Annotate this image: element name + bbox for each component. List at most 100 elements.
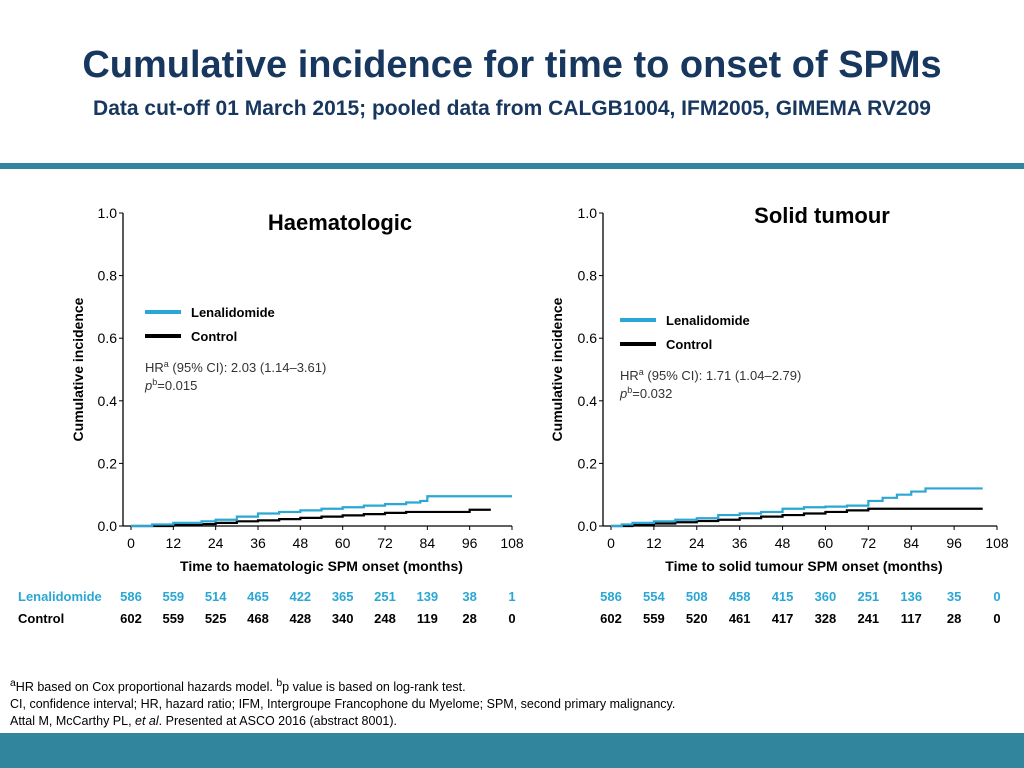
- chart2-risk-control-value: 417: [772, 611, 794, 626]
- chart1-x-tick-label: 108: [500, 535, 524, 551]
- chart2-x-tick-label: 36: [732, 535, 748, 551]
- chart1-risk-lenalidomide-value: 251: [374, 589, 396, 604]
- risk-row-label-control: Control: [18, 611, 64, 626]
- chart1-series-2-line: [131, 508, 491, 528]
- chart1-x-tick-label: 24: [208, 535, 224, 551]
- chart2-y-tick-label: 0.4: [578, 393, 598, 409]
- chart2-x-tick-label: 24: [689, 535, 705, 551]
- chart2-risk-lenalidomide-value: 136: [900, 589, 922, 604]
- chart1-x-tick-label: 36: [250, 535, 266, 551]
- chart1-y-axis-label: Cumulative incidence: [70, 297, 86, 441]
- chart2-x-tick-label: 84: [903, 535, 919, 551]
- chart1-risk-control-value: 248: [374, 611, 396, 626]
- chart2-x-tick-label: 12: [646, 535, 662, 551]
- footnote-sup-b: b: [276, 678, 283, 689]
- chart2-risk-control-value: 328: [815, 611, 837, 626]
- chart2-risk-lenalidomide-value: 508: [686, 589, 708, 604]
- chart1-risk-control-value: 119: [417, 611, 438, 626]
- chart2-risk-lenalidomide-value: 360: [815, 589, 837, 604]
- chart2-legend-label-1: Lenalidomide: [666, 313, 750, 328]
- footnote-abbreviations: CI, confidence interval; HR, hazard rati…: [10, 697, 676, 712]
- page-subtitle: Data cut-off 01 March 2015; pooled data …: [93, 97, 931, 120]
- chart2-x-tick-label: 96: [946, 535, 962, 551]
- chart2-legend-label-2: Control: [666, 337, 712, 352]
- chart2-y-tick-label: 1.0: [578, 205, 598, 221]
- chart1-y-tick-label: 0.8: [98, 268, 118, 284]
- chart1-risk-lenalidomide-value: 586: [120, 589, 142, 604]
- chart2-x-axis-label: Time to solid tumour SPM onset (months): [665, 558, 942, 574]
- footnote-hr-text: HR based on Cox proportional hazards mod…: [15, 680, 277, 695]
- chart2-risk-control-value: 28: [947, 611, 961, 626]
- chart2-x-tick-label: 60: [818, 535, 834, 551]
- chart2-risk-lenalidomide-value: 554: [643, 589, 665, 604]
- chart2-y-tick-label: 0.8: [578, 268, 598, 284]
- chart1-x-tick-label: 84: [420, 535, 436, 551]
- chart2-y-tick-label: 0.6: [578, 330, 598, 346]
- chart2-risk-lenalidomide-value: 458: [729, 589, 751, 604]
- chart2-risk-lenalidomide-value: 35: [947, 589, 961, 604]
- chart2-y-tick-label: 0.0: [578, 518, 598, 534]
- chart2-annotation-hr: HRa (95% CI): 1.71 (1.04–2.79): [620, 367, 801, 383]
- chart1-x-tick-label: 48: [293, 535, 309, 551]
- chart2-annotation-p: pb=0.032: [619, 385, 672, 401]
- chart1-y-tick-label: 1.0: [98, 205, 118, 221]
- chart1-risk-control-value: 428: [289, 611, 311, 626]
- chart2-risk-lenalidomide-value: 586: [600, 589, 622, 604]
- chart2-risk-lenalidomide-value: 415: [772, 589, 794, 604]
- chart1-risk-lenalidomide-value: 465: [247, 589, 269, 604]
- chart1-x-tick-label: 12: [166, 535, 182, 551]
- chart2-risk-lenalidomide-value: 0: [993, 589, 1000, 604]
- citation-et-al: et al: [135, 714, 159, 729]
- chart2-risk-control-value: 0: [993, 611, 1000, 626]
- chart2-x-tick-label: 48: [775, 535, 791, 551]
- chart1-y-tick-label: 0.6: [98, 330, 118, 346]
- chart2-risk-control-value: 117: [901, 611, 922, 626]
- chart1-risk-lenalidomide-value: 1: [508, 589, 515, 604]
- chart1-risk-control-value: 468: [247, 611, 269, 626]
- chart1-risk-lenalidomide-value: 514: [205, 589, 227, 604]
- chart2-risk-control-value: 241: [857, 611, 879, 626]
- footnotes: aHR based on Cox proportional hazards mo…: [10, 675, 1010, 730]
- chart2-y-tick-label: 0.2: [578, 455, 598, 471]
- chart1-legend-label-1: Lenalidomide: [191, 305, 275, 320]
- chart1-y-tick-label: 0.2: [98, 455, 118, 471]
- chart1-risk-control-value: 602: [120, 611, 142, 626]
- chart1-risk-lenalidomide-value: 38: [462, 589, 476, 604]
- chart2-x-tick-label: 0: [607, 535, 615, 551]
- chart1-risk-lenalidomide-value: 365: [332, 589, 354, 604]
- risk-row-label-lenalidomide: Lenalidomide: [18, 589, 102, 604]
- chart1-risk-control-value: 340: [332, 611, 354, 626]
- footnote-hr: aHR based on Cox proportional hazards mo…: [10, 675, 1010, 696]
- chart1-risk-control-value: 28: [462, 611, 476, 626]
- chart1-risk-lenalidomide-value: 559: [162, 589, 184, 604]
- chart1-x-axis-label: Time to haematologic SPM onset (months): [180, 558, 463, 574]
- chart2-risk-control-value: 559: [643, 611, 665, 626]
- page-title: Cumulative incidence for time to onset o…: [82, 44, 942, 86]
- header-divider: [0, 163, 1024, 169]
- chart1-x-tick-label: 72: [377, 535, 393, 551]
- citation-rest: . Presented at ASCO 2016 (abstract 8001)…: [158, 714, 398, 729]
- chart2-x-tick-label: 72: [861, 535, 877, 551]
- chart2-series-2-line: [611, 507, 983, 528]
- chart1-x-tick-label: 60: [335, 535, 351, 551]
- chart1-x-tick-label: 0: [127, 535, 135, 551]
- citation-authors: Attal M, McCarthy PL,: [10, 714, 136, 729]
- chart2-y-axis-label: Cumulative incidence: [549, 297, 565, 441]
- chart1-x-tick-label: 96: [462, 535, 478, 551]
- chart2-risk-control-value: 520: [686, 611, 708, 626]
- chart1-annotation-hr: HRa (95% CI): 2.03 (1.14–3.61): [145, 359, 326, 375]
- chart1-risk-control-value: 0: [508, 611, 515, 626]
- chart1-y-tick-label: 0.0: [98, 518, 118, 534]
- chart1-title: Haematologic: [268, 210, 412, 235]
- chart1-legend-label-2: Control: [191, 329, 237, 344]
- chart1-risk-lenalidomide-value: 139: [416, 589, 438, 604]
- chart2-series-1-line: [611, 487, 983, 528]
- chart1-annotation-p: pb=0.015: [144, 377, 197, 393]
- chart1-risk-lenalidomide-value: 422: [289, 589, 311, 604]
- footnote-p-text: p value is based on log-rank test.: [282, 680, 466, 695]
- chart2-risk-lenalidomide-value: 251: [857, 589, 879, 604]
- footnote-sup-a: a: [10, 678, 16, 689]
- chart1-risk-control-value: 525: [205, 611, 227, 626]
- footnote-citation: Attal M, McCarthy PL, et al. Presented a…: [10, 713, 1010, 730]
